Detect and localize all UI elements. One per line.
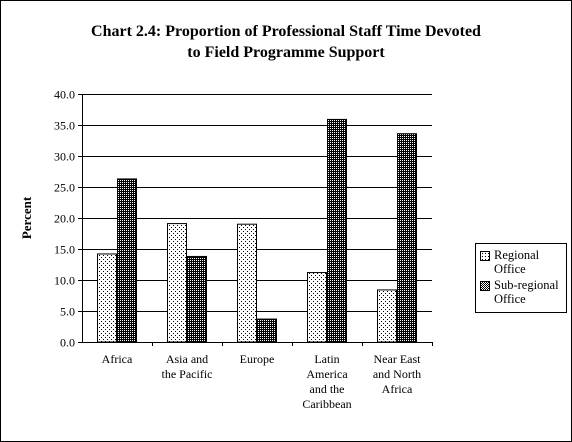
bar-regional-office-africa bbox=[97, 253, 117, 343]
x-tick-label: Europe bbox=[240, 352, 275, 366]
y-tick-label: 40.0 bbox=[54, 88, 75, 102]
y-tick-label: 0.0 bbox=[60, 336, 75, 350]
y-tick-label: 25.0 bbox=[54, 181, 75, 195]
bar-sub-regional-office-latin-america-and-the-caribbean bbox=[327, 118, 347, 343]
bar-sub-regional-office-asia-and-the-pacific bbox=[187, 255, 207, 343]
legend-label-regional-office: Regional Office bbox=[494, 248, 540, 276]
legend-swatch-regional-office bbox=[480, 251, 490, 261]
bar-sub-regional-office-near-east-and-north-africa bbox=[397, 133, 417, 343]
x-tick-label: Asia and the Pacific bbox=[162, 352, 213, 381]
y-tick-label: 20.0 bbox=[54, 212, 75, 226]
bar-regional-office-near-east-and-north-africa bbox=[377, 289, 397, 343]
y-tick-label: 10.0 bbox=[54, 274, 75, 288]
legend-swatch-sub-regional-office bbox=[480, 281, 490, 291]
bar-sub-regional-office-europe bbox=[257, 318, 277, 343]
y-tick-label: 5.0 bbox=[60, 305, 75, 319]
x-tick-label: Africa bbox=[102, 352, 133, 366]
axis-labels: 0.0 5.0 10.0 15.0 20.0 25.0 30.0 35.0 40.0 Africa… bbox=[19, 88, 421, 412]
x-tick-label: Near East and North Africa bbox=[373, 352, 421, 396]
legend: Regional Office Sub-regional Office bbox=[475, 243, 567, 313]
y-tick-label: 30.0 bbox=[54, 150, 75, 164]
bar-sub-regional-office-africa bbox=[117, 178, 137, 343]
bar-regional-office-latin-america-and-the-caribbean bbox=[307, 272, 327, 343]
y-tick-label: 35.0 bbox=[54, 119, 75, 133]
bars bbox=[97, 118, 417, 343]
bar-regional-office-asia-and-the-pacific bbox=[167, 223, 187, 343]
y-axis-label: Percent bbox=[19, 196, 34, 239]
x-tick-label: Latin America and the Caribbean bbox=[302, 352, 351, 411]
bar-regional-office-europe bbox=[237, 223, 257, 343]
axes bbox=[78, 94, 433, 346]
y-tick-label: 15.0 bbox=[54, 243, 75, 257]
legend-label-sub-regional-office: Sub-regional Office bbox=[494, 278, 559, 306]
chart-title: Chart 2.4: Proportion of Professional St… bbox=[91, 23, 481, 61]
